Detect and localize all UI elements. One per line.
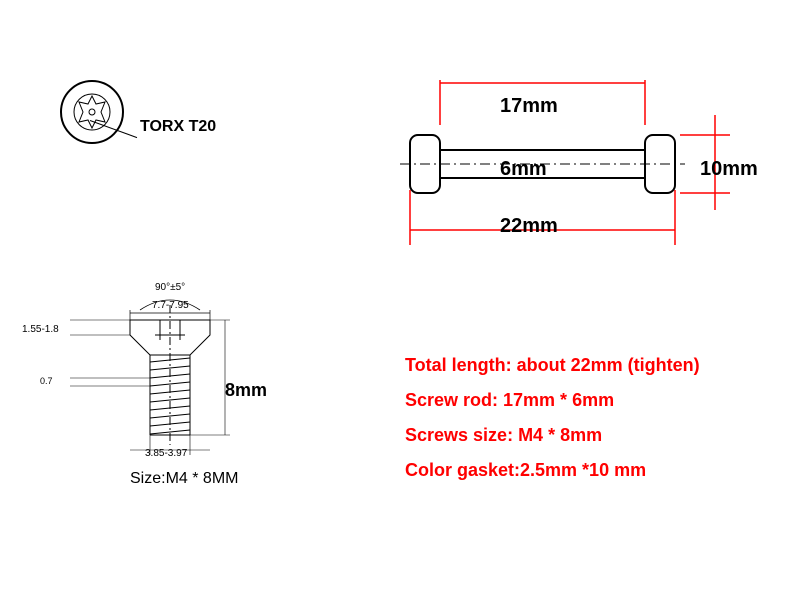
bolt-assembly-drawing [390, 75, 750, 280]
spec-line-2: Screw rod: 17mm * 6mm [405, 390, 700, 411]
screw-thread-dia: 3.85-3.97 [145, 448, 187, 459]
screw-length-label: 8mm [225, 380, 267, 401]
dim-17mm: 17mm [500, 95, 558, 118]
screw-size-label: Size:M4 * 8MM [130, 470, 238, 488]
dim-6mm: 6mm [500, 158, 547, 181]
screw-angle: 90°±5° [155, 282, 185, 293]
torx-star-icon [62, 82, 122, 142]
spec-text-block: Total length: about 22mm (tighten) Screw… [405, 355, 700, 495]
screw-head-height: 1.55-1.8 [22, 324, 59, 335]
dim-22mm: 22mm [500, 215, 558, 238]
dim-10mm: 10mm [700, 158, 758, 181]
torx-head-view [60, 80, 124, 144]
bolt-svg [390, 75, 750, 275]
spec-line-1: Total length: about 22mm (tighten) [405, 355, 700, 376]
torx-label: TORX T20 [140, 118, 216, 136]
spec-line-4: Color gasket:2.5mm *10 mm [405, 460, 700, 481]
spec-line-3: Screws size: M4 * 8mm [405, 425, 700, 446]
torx-outer-circle [60, 80, 124, 144]
screw-thread-pitch: 0.7 [40, 376, 53, 386]
screw-head-dia: 7.7-7.95 [152, 300, 189, 311]
